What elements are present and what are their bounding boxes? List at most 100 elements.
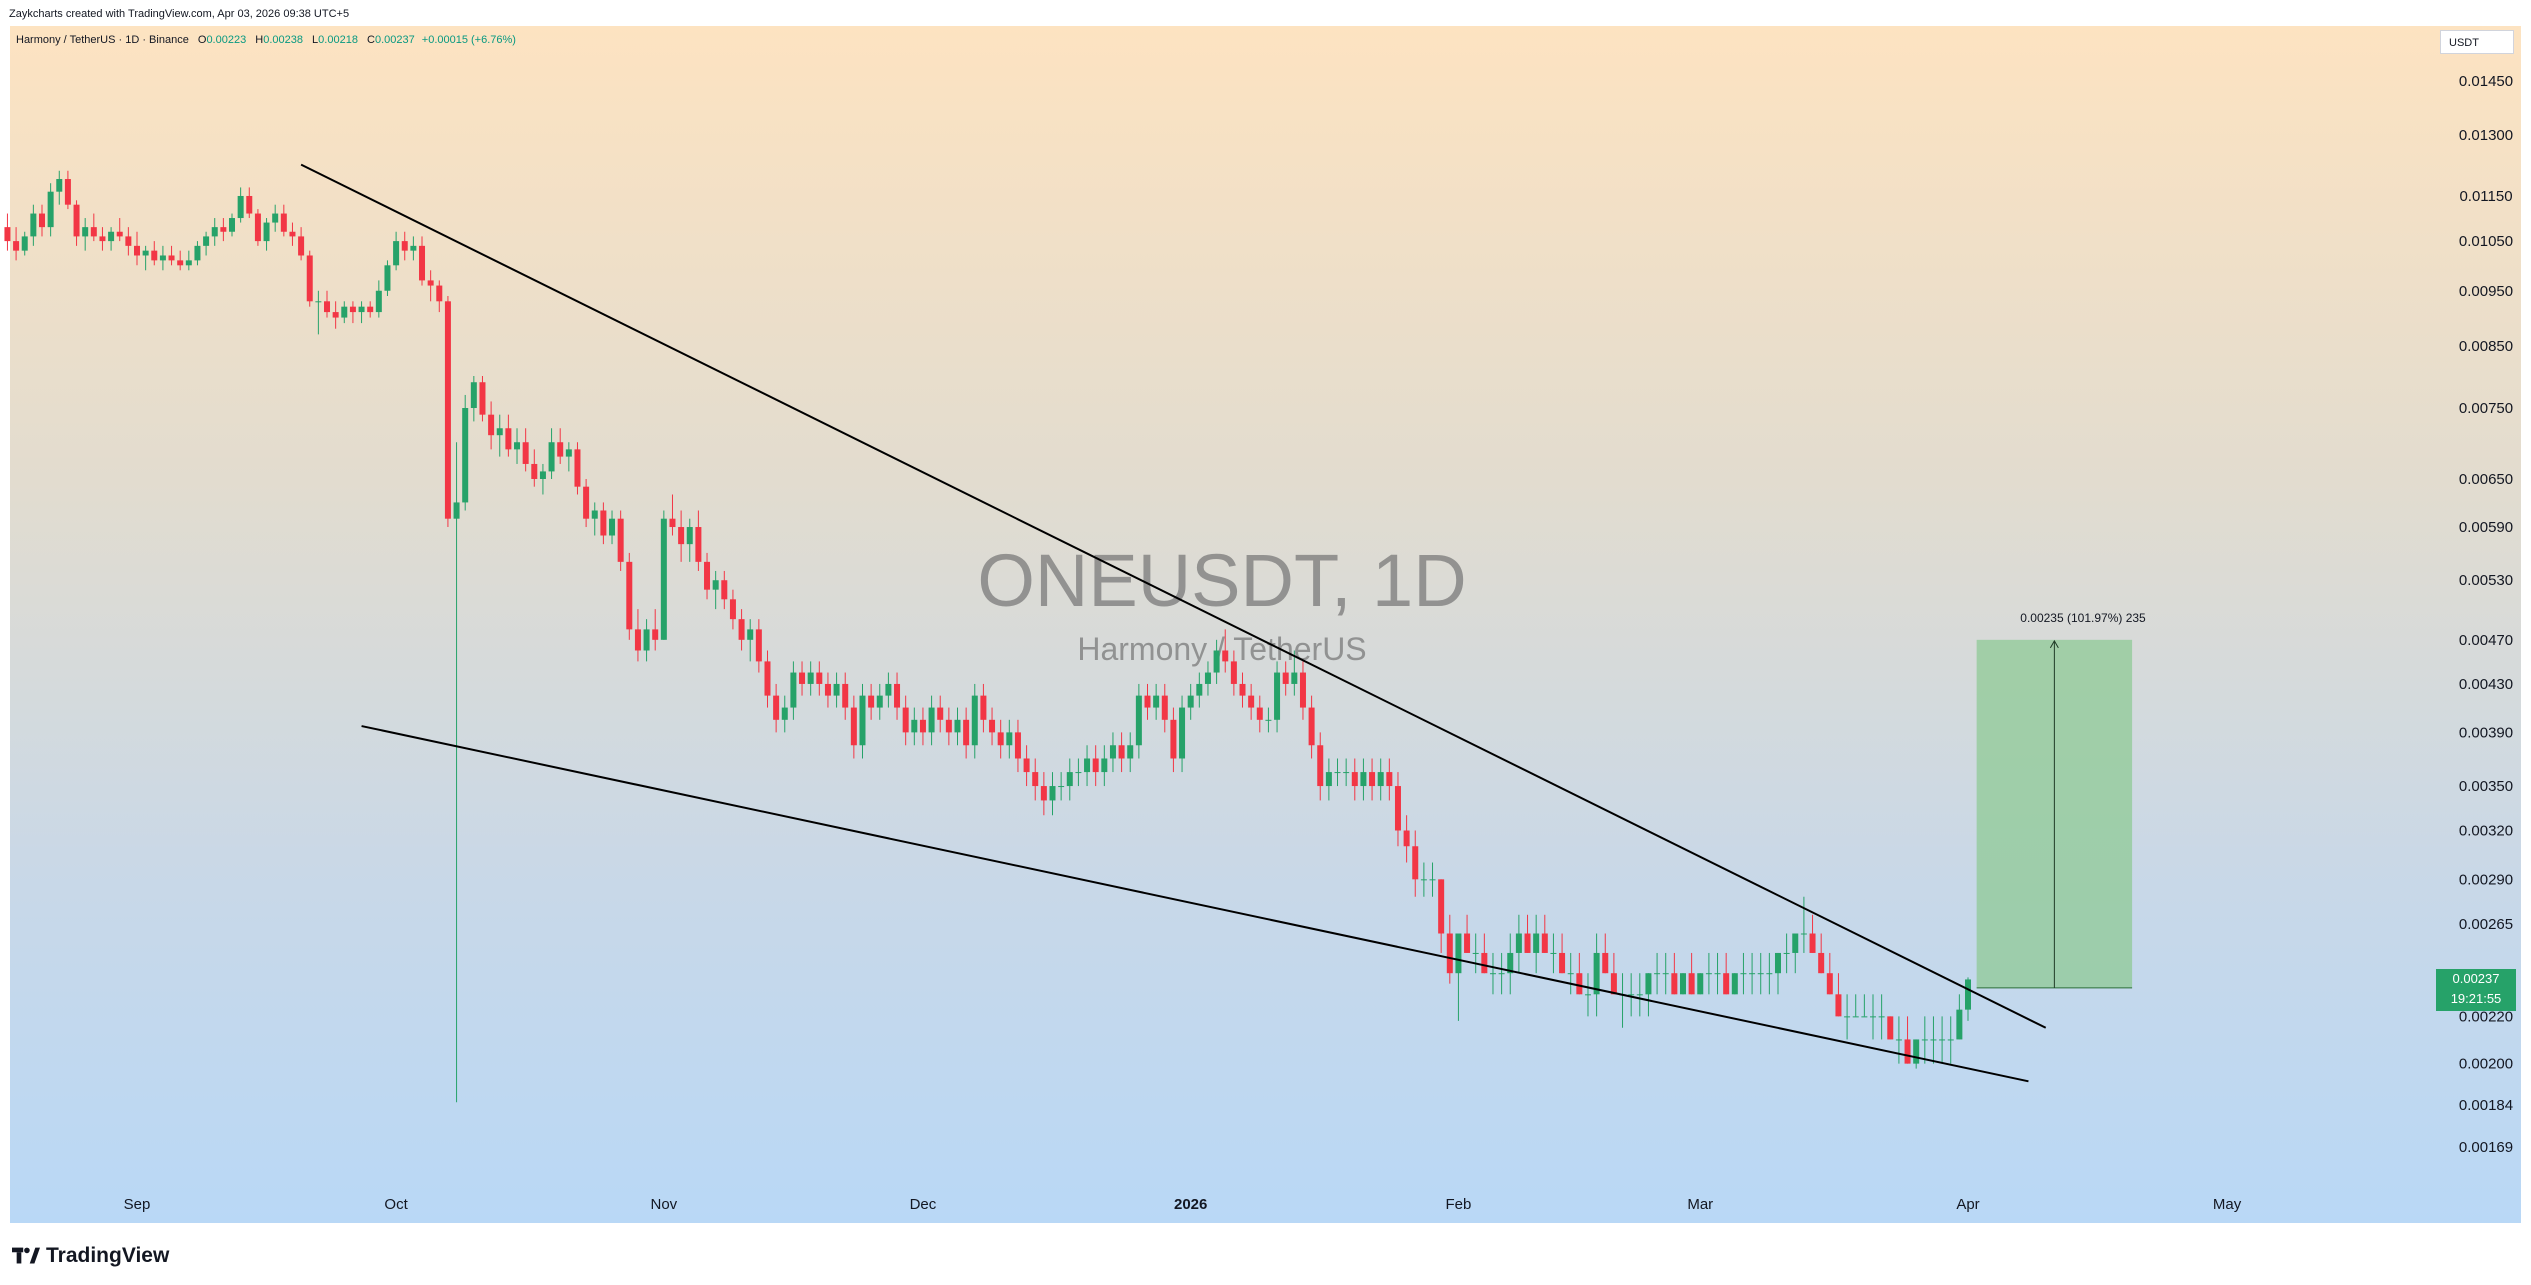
candle [220,218,227,242]
candle-body [1256,707,1263,720]
candle-body [1084,758,1091,773]
candle-body [254,213,261,242]
candle [565,442,572,472]
candle [1602,933,1609,974]
candle [419,236,426,286]
candle [1446,914,1453,984]
candle [159,245,166,271]
candle [341,301,348,324]
trendline-lower-support[interactable] [361,725,2029,1083]
candle [1723,952,1730,995]
price-tick-label: 0.00290 [2459,871,2513,888]
candle [557,428,564,464]
candle [1239,672,1246,708]
candle [816,661,823,696]
candle [868,683,875,720]
candle [410,236,417,261]
candle [1274,661,1281,733]
candle [237,187,244,223]
watermark-ticker: ONEUSDT, 1D [977,539,1466,622]
candle [1040,772,1047,816]
candle-body [1930,1039,1937,1041]
candle [1956,994,1963,1040]
candle-body [1904,1039,1911,1064]
candle-body [453,502,460,519]
legend-o-value: 0.00223 [206,34,247,46]
candle-body [1697,973,1704,995]
candle-body [850,707,857,746]
time-tick-label: Sep [124,1196,151,1213]
candle [1809,914,1816,953]
candle [1153,683,1160,720]
last-price-tag: 0.00237 19:21:55 [2436,969,2516,1011]
candle-body [298,236,305,256]
candle-body [1282,672,1289,684]
candle [4,213,11,251]
candle [937,695,944,733]
candle [1351,758,1358,801]
candle [1619,973,1626,1028]
legend-l-label: L [312,34,319,46]
candle [21,231,28,256]
candle [1325,758,1332,801]
candle-body [1550,952,1557,954]
candle-body [1075,772,1082,774]
price-tick-label: 0.00850 [2459,338,2513,355]
candle-body [1921,1039,1928,1041]
measure-tool[interactable] [1976,639,2133,989]
time-axis[interactable]: Sep Oct Nov Dec 2026 Feb Mar Apr May [124,1196,2242,1213]
trendlines[interactable] [300,163,2047,1083]
candle-body [1809,933,1816,953]
chart-pane[interactable] [10,26,2521,1223]
candle-body [1965,979,1971,1010]
legend-l-value: 0.00218 [318,34,358,46]
candle [1757,952,1764,995]
candle [945,707,952,746]
legend-symbol[interactable]: Harmony / TetherUS · 1D · Binance [16,34,189,46]
trendline-upper-resistance[interactable] [300,163,2047,1029]
candle-body [833,683,840,696]
candle-body [669,518,676,528]
candle-body [1688,973,1695,995]
candle [1196,672,1203,708]
candle [885,672,892,708]
candle [712,570,719,610]
candle-body [324,301,331,313]
candle-body [151,250,158,261]
candle-body [332,312,339,318]
candle [263,218,270,251]
credit-text: Zaykcharts created with TradingView.com,… [9,8,350,20]
candle [1662,952,1669,995]
candle [1187,683,1194,720]
candle [1222,629,1229,673]
candle-body [1274,672,1281,720]
price-axis[interactable]: 0.01450 0.01300 0.01150 0.01050 0.00950 0.008… [2459,73,2513,1156]
candle [1429,862,1436,897]
candle-body [1723,973,1730,995]
candle [626,552,633,640]
candles [4,170,1971,1103]
candle-body [1308,707,1315,746]
candle-body [1559,952,1566,974]
candle-body [56,179,63,192]
price-tick-label: 0.00169 [2459,1139,2513,1156]
price-tick-label: 0.01050 [2459,233,2513,250]
candle-body [539,471,546,479]
price-tick-label: 0.00200 [2459,1056,2513,1073]
candle [1230,650,1237,696]
candle [1308,695,1315,759]
candle-body [1662,973,1669,975]
currency-button[interactable]: USDT [2440,30,2514,54]
tradingview-logo-text: TradingView [46,1244,170,1267]
candle [1800,896,1807,953]
tradingview-logo[interactable]: TradingView [12,1244,169,1268]
candle [1671,952,1678,995]
candle-body [971,695,978,746]
price-tick-label: 0.00430 [2459,676,2513,693]
candle [1481,933,1488,974]
candle-body [1446,933,1453,974]
price-tick-label: 0.00390 [2459,724,2513,741]
candle [824,672,831,708]
candle-body [1135,695,1142,746]
